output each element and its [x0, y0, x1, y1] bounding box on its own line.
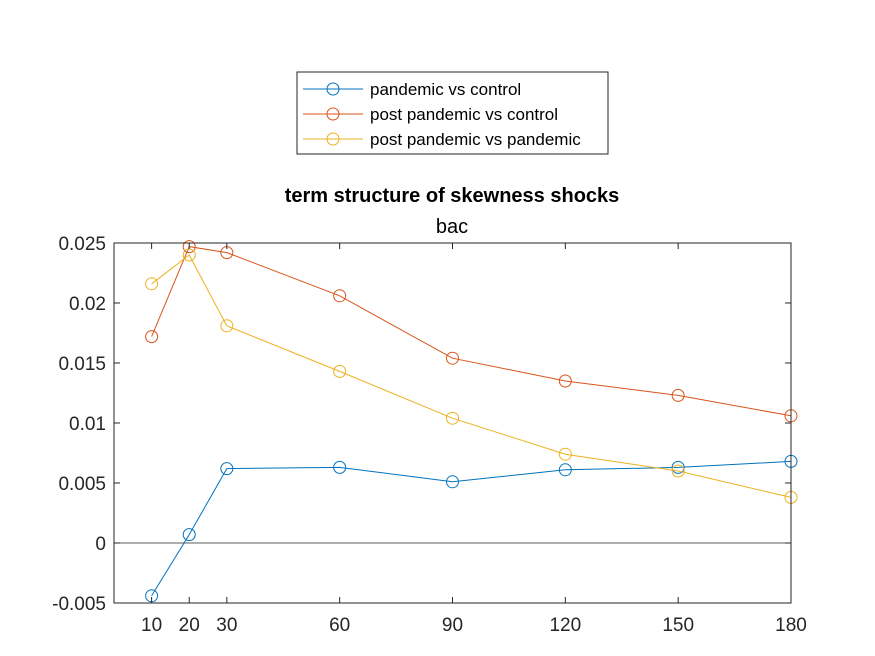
- y-tick-label: 0.005: [58, 474, 106, 495]
- legend-marker-3: [326, 132, 340, 146]
- series-1-point: [446, 475, 459, 489]
- y-tick-label: 0.025: [58, 234, 106, 255]
- legend-label-3: post pandemic vs pandemic: [370, 130, 581, 149]
- series-3-point: [446, 411, 459, 425]
- series-2-point: [558, 374, 572, 388]
- series-1-point: [333, 460, 347, 474]
- legend-marker-1: [326, 82, 340, 96]
- series-3-point: [220, 319, 234, 333]
- y-tick-label: -0.005: [52, 594, 106, 615]
- x-axis: 10 20 30 60 90 120 150 180: [141, 243, 807, 636]
- series-2-point: [671, 388, 685, 402]
- series-1-point: [671, 460, 685, 474]
- legend: pandemic vs control post pandemic vs cont…: [296, 71, 609, 155]
- x-tick-label: 20: [179, 615, 200, 636]
- x-tick-label: 120: [549, 615, 581, 636]
- series-1-point: [182, 528, 196, 542]
- series-2-point: [333, 289, 347, 303]
- legend-label-2: post pandemic vs control: [370, 105, 558, 124]
- y-axis: -0.005 0 0.005 0.01 0.015 0.02 0.025: [52, 234, 791, 615]
- series-3-point: [558, 447, 572, 461]
- series-3-point: [671, 464, 685, 478]
- chart-subtitle: bac: [436, 216, 468, 238]
- chart-title: term structure of skewness shocks: [285, 185, 620, 207]
- x-tick-label: 10: [141, 615, 162, 636]
- y-tick-label: 0: [95, 534, 106, 555]
- x-tick-label: 60: [329, 615, 350, 636]
- x-tick-label: 180: [775, 615, 807, 636]
- legend-box: [296, 71, 609, 155]
- legend-label-1: pandemic vs control: [370, 80, 521, 99]
- legend-marker-2: [326, 107, 340, 121]
- series-3-point: [145, 277, 159, 291]
- series-1-point: [558, 463, 572, 477]
- series-2-point: [145, 330, 159, 344]
- y-tick-label: 0.01: [69, 414, 106, 435]
- x-tick-label: 30: [216, 615, 237, 636]
- series-2-point: [446, 351, 459, 365]
- plot-area: [114, 243, 791, 603]
- series-3-point: [333, 364, 347, 378]
- y-tick-label: 0.02: [69, 294, 106, 315]
- series-1-point: [220, 462, 234, 476]
- series-line-3: [151, 254, 792, 498]
- y-tick-label: 0.015: [58, 354, 106, 375]
- x-tick-label: 150: [662, 615, 694, 636]
- x-tick-label: 90: [442, 615, 463, 636]
- series-2-point: [182, 240, 196, 254]
